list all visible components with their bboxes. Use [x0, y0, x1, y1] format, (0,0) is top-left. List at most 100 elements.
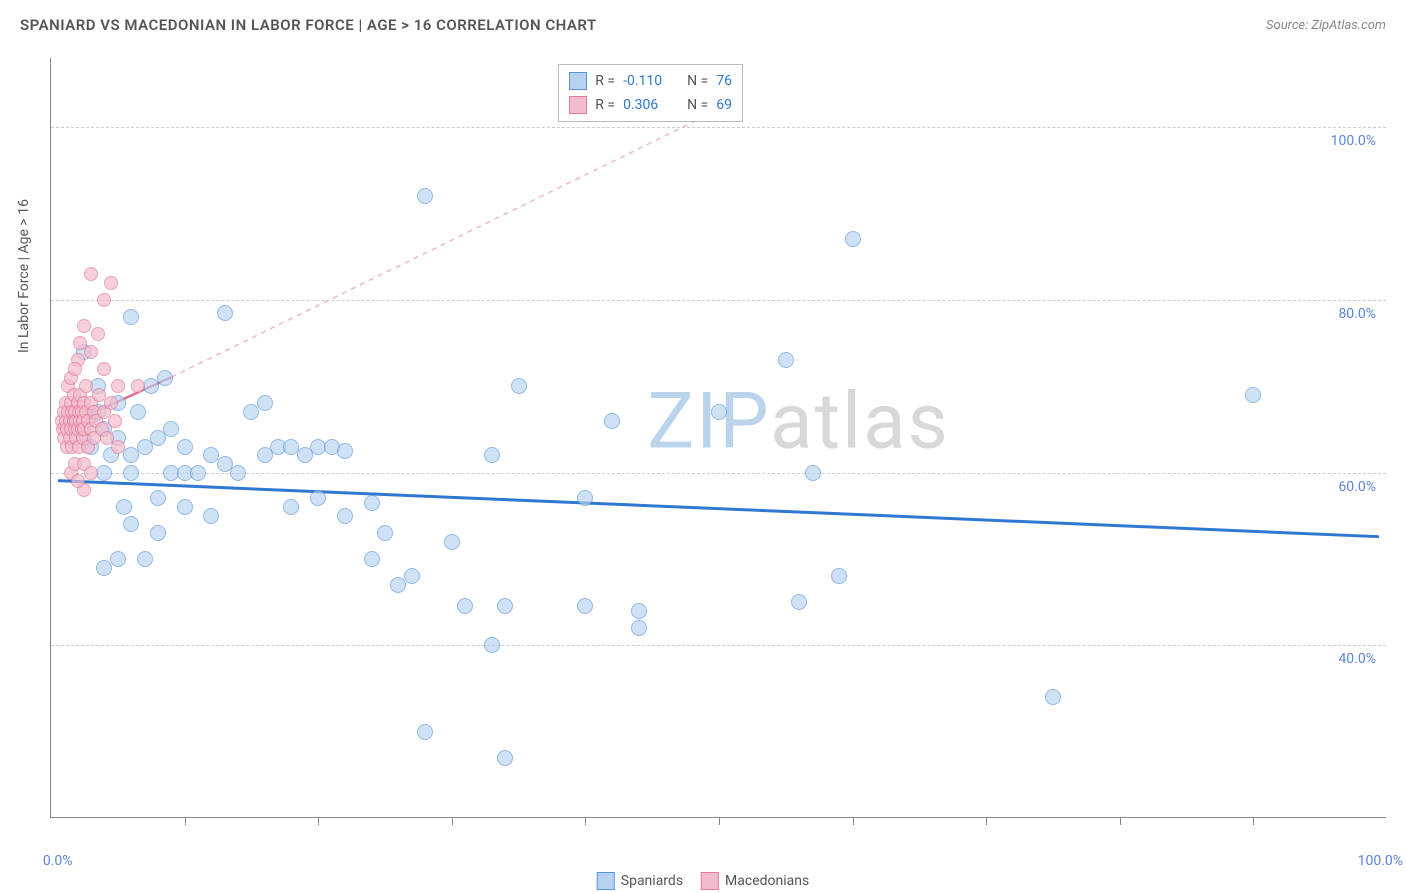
y-tick-label: 40.0%	[1338, 651, 1376, 667]
data-point	[497, 598, 513, 614]
data-point	[77, 319, 91, 333]
x-tick	[719, 817, 720, 825]
x-tick	[1120, 817, 1121, 825]
n-label: N =	[687, 97, 708, 113]
x-tick	[853, 817, 854, 825]
watermark-atlas: atlas	[770, 377, 950, 468]
header: SPANIARD VS MACEDONIAN IN LABOR FORCE | …	[0, 0, 1406, 50]
data-point	[150, 525, 166, 541]
gridline	[51, 473, 1386, 474]
data-point	[511, 378, 527, 394]
data-point	[91, 327, 105, 341]
data-point	[1245, 387, 1261, 403]
data-point	[104, 276, 118, 290]
x-tick	[185, 817, 186, 825]
y-tick-label: 80.0%	[1338, 306, 1376, 322]
data-point	[377, 525, 393, 541]
watermark-zip: ZIP	[647, 377, 770, 468]
r-label: R =	[595, 97, 615, 113]
data-point	[444, 534, 460, 550]
data-point	[79, 379, 93, 393]
data-point	[417, 724, 433, 740]
data-point	[108, 414, 122, 428]
x-tick	[452, 817, 453, 825]
data-point	[845, 231, 861, 247]
data-point	[604, 413, 620, 429]
gridline	[51, 127, 1386, 128]
data-point	[111, 440, 125, 454]
chart-container: SPANIARD VS MACEDONIAN IN LABOR FORCE | …	[0, 0, 1406, 892]
data-point	[404, 568, 420, 584]
chart-title: SPANIARD VS MACEDONIAN IN LABOR FORCE | …	[20, 16, 597, 34]
data-point	[137, 551, 153, 567]
x-tick	[1253, 817, 1254, 825]
x-tick-label: 100.0%	[1358, 853, 1403, 869]
trend-line	[171, 110, 718, 377]
x-tick	[585, 817, 586, 825]
data-point	[68, 362, 82, 376]
data-point	[97, 362, 111, 376]
data-point	[111, 379, 125, 393]
data-point	[364, 495, 380, 511]
correlation-stats-box: R =-0.110N =76R =0.306N =69	[558, 64, 743, 122]
legend: Spaniards Macedonians	[597, 872, 809, 890]
data-point	[337, 443, 353, 459]
data-point	[150, 490, 166, 506]
data-point	[484, 447, 500, 463]
data-point	[1045, 689, 1061, 705]
data-point	[131, 379, 145, 393]
data-point	[791, 594, 807, 610]
legend-label: Spaniards	[621, 873, 683, 889]
data-point	[805, 465, 821, 481]
data-point	[631, 620, 647, 636]
data-point	[96, 465, 112, 481]
data-point	[157, 370, 173, 386]
stats-row: R = -0.110 N = 76	[567, 69, 734, 93]
legend-swatch	[701, 872, 719, 890]
y-tick-label: 60.0%	[1338, 479, 1376, 495]
data-point	[84, 345, 98, 359]
data-point	[230, 465, 246, 481]
legend-item: Macedonians	[701, 872, 809, 890]
x-tick-label: 0.0%	[43, 853, 73, 869]
legend-item: Spaniards	[597, 872, 683, 890]
data-point	[337, 508, 353, 524]
y-axis-label: In Labor Force | Age > 16	[16, 199, 32, 353]
data-point	[71, 474, 85, 488]
n-value: 76	[716, 73, 732, 89]
watermark: ZIPatlas	[647, 377, 949, 468]
data-point	[123, 516, 139, 532]
data-point	[257, 395, 273, 411]
x-tick	[986, 817, 987, 825]
r-value: -0.110	[623, 73, 679, 89]
n-label: N =	[687, 73, 708, 89]
data-point	[497, 750, 513, 766]
data-point	[711, 404, 727, 420]
data-point	[310, 490, 326, 506]
series-swatch	[569, 96, 587, 114]
r-value: 0.306	[623, 97, 679, 113]
x-tick	[318, 817, 319, 825]
y-tick-label: 100.0%	[1331, 133, 1376, 149]
source-attribution: Source: ZipAtlas.com	[1266, 18, 1386, 33]
data-point	[123, 465, 139, 481]
data-point	[203, 508, 219, 524]
data-point	[177, 439, 193, 455]
data-point	[778, 352, 794, 368]
data-point	[130, 404, 146, 420]
data-point	[97, 293, 111, 307]
r-label: R =	[595, 73, 615, 89]
gridline	[51, 300, 1386, 301]
data-point	[177, 499, 193, 515]
data-point	[831, 568, 847, 584]
data-point	[116, 499, 132, 515]
plot-area: ZIPatlas R =-0.110N =76R =0.306N =69 40.…	[50, 58, 1386, 818]
data-point	[190, 465, 206, 481]
data-point	[283, 499, 299, 515]
legend-label: Macedonians	[725, 873, 809, 889]
legend-swatch	[597, 872, 615, 890]
data-point	[484, 637, 500, 653]
data-point	[577, 490, 593, 506]
series-swatch	[569, 72, 587, 90]
data-point	[123, 309, 139, 325]
